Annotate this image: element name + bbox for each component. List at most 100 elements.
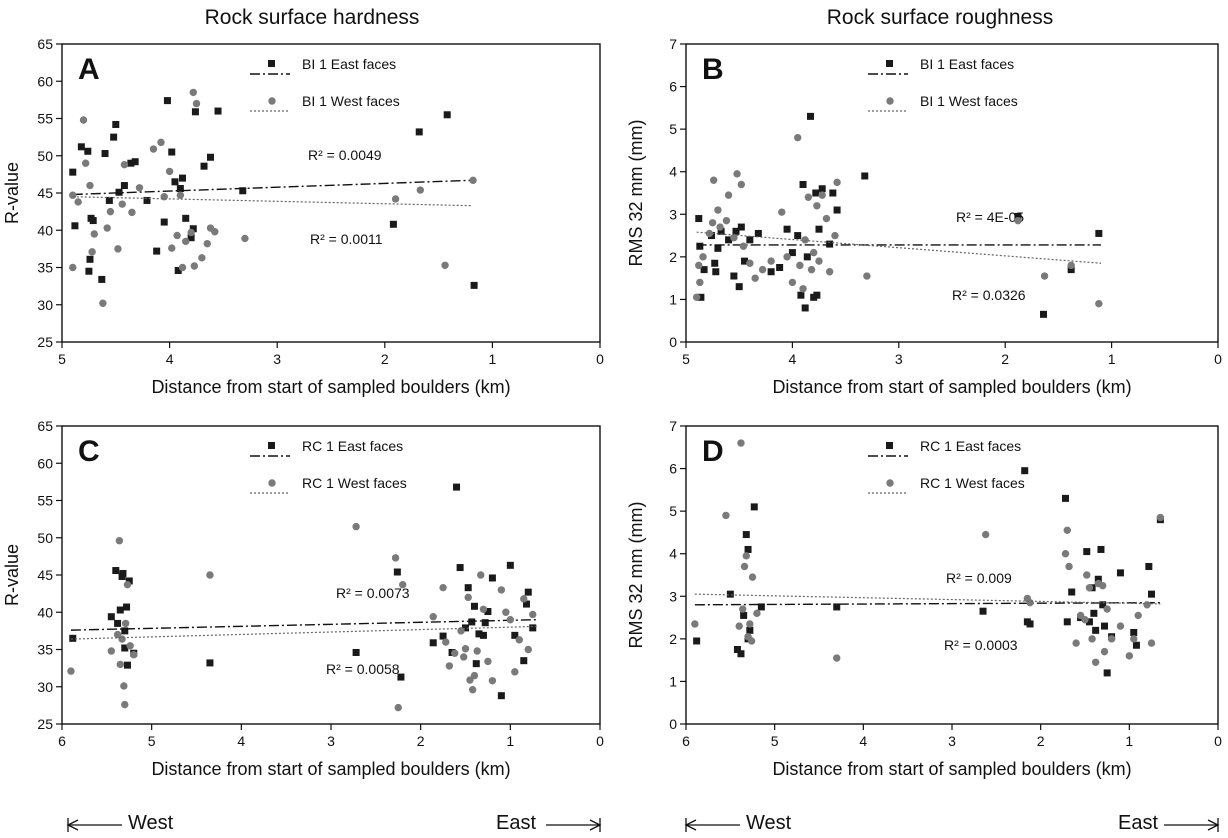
y-tick-label-c: 30 — [37, 679, 53, 695]
y-tick-label-d: 5 — [669, 503, 677, 519]
east-face-point-c — [119, 570, 127, 578]
y-axis-label-b: RMS 32 mm (mm) — [626, 120, 646, 267]
west-face-point-c — [451, 649, 459, 657]
east-face-point-d — [1148, 590, 1155, 598]
west-face-point-a — [103, 224, 111, 232]
east-trend-line-c — [70, 619, 538, 631]
west-face-point-d — [1063, 526, 1071, 534]
east-face-point-a — [160, 218, 168, 226]
west-face-point-b — [796, 261, 804, 270]
west-face-point-b — [809, 248, 818, 257]
east-face-point-a — [206, 153, 214, 161]
west-face-point-a — [157, 138, 165, 147]
east-face-point-b — [741, 257, 749, 265]
y-tick-label-b: 1 — [669, 291, 677, 307]
west-face-point-a — [441, 261, 449, 269]
east-face-point-d — [1090, 609, 1098, 617]
east-face-point-b — [767, 268, 775, 276]
west-face-point-c — [118, 635, 126, 643]
east-face-point-c — [453, 483, 461, 491]
east-face-point-b — [711, 259, 719, 267]
west-face-point-b — [767, 257, 775, 265]
y-tick-label-c: 40 — [37, 604, 53, 620]
legend-west-label-a: BI 1 West faces — [302, 93, 400, 109]
legend-east-label-d: RC 1 East faces — [920, 438, 1021, 454]
east-face-point-d — [1101, 622, 1109, 630]
west-face-point-b — [709, 176, 718, 184]
east-face-point-a — [239, 187, 247, 195]
x-tick-label-a: 1 — [489, 351, 497, 367]
east-face-point-a — [443, 111, 451, 119]
x-tick-label-b: 3 — [895, 351, 903, 367]
west-face-point-d — [747, 637, 756, 645]
east-face-point-b — [803, 253, 811, 261]
x-tick-label-d: 6 — [682, 733, 690, 749]
west-r2-label-a: R² = 0.0011 — [310, 231, 383, 247]
x-tick-label-d: 3 — [948, 733, 956, 749]
x-tick-label-d: 1 — [1125, 733, 1133, 749]
west-trend-line-a — [72, 196, 471, 207]
west-face-point-a — [168, 244, 176, 252]
west-face-point-a — [192, 99, 201, 108]
east-r2-label-c: R² = 0.0073 — [336, 585, 410, 601]
x-tick-label-c: 1 — [506, 733, 514, 749]
west-face-point-d — [1081, 616, 1089, 624]
x-tick-label-a: 5 — [58, 351, 66, 367]
west-face-point-a — [189, 88, 197, 97]
east-face-point-a — [189, 225, 197, 233]
y-tick-label-c: 65 — [37, 418, 53, 434]
east-face-point-c — [112, 567, 120, 575]
east-label-right: East — [1118, 812, 1159, 834]
west-face-point-c — [515, 636, 523, 644]
west-face-point-b — [699, 253, 707, 261]
east-face-point-c — [393, 568, 401, 576]
x-tick-label-b: 4 — [789, 351, 797, 367]
x-tick-label-d: 4 — [859, 733, 867, 749]
west-face-point-d — [1100, 647, 1109, 656]
west-face-point-c — [506, 616, 515, 624]
east-face-point-b — [794, 232, 802, 240]
east-face-point-c — [352, 648, 360, 656]
west-face-point-b — [818, 191, 826, 199]
west-face-point-c — [394, 703, 402, 712]
west-face-point-d — [737, 439, 745, 447]
y-tick-label-a: 25 — [37, 334, 53, 350]
y-tick-label-d: 0 — [669, 716, 677, 732]
west-face-point-b — [807, 265, 816, 274]
west-face-point-c — [206, 571, 214, 579]
east-face-point-d — [1085, 618, 1093, 626]
west-face-point-b — [714, 206, 722, 214]
west-face-point-b — [825, 268, 834, 276]
plot-frame-a — [61, 43, 601, 343]
east-face-point-b — [829, 189, 837, 197]
east-face-point-d — [833, 603, 841, 611]
east-face-point-b — [818, 185, 826, 193]
east-face-point-d — [1061, 494, 1069, 502]
east-face-point-c — [464, 584, 472, 592]
east-face-point-b — [783, 225, 791, 233]
legend-west-marker-d — [886, 479, 894, 487]
west-face-point-b — [1040, 272, 1049, 280]
x-tick-label-c: 3 — [327, 733, 335, 749]
west-face-point-d — [1103, 605, 1111, 613]
panel-letter-d: D — [702, 435, 724, 468]
y-tick-label-b: 7 — [669, 36, 677, 52]
legend-west-marker-b — [886, 97, 894, 105]
y-tick-label-b: 2 — [669, 249, 677, 265]
west-face-point-d — [691, 620, 699, 628]
x-tick-label-c: 6 — [58, 733, 66, 749]
east-face-point-c — [479, 631, 487, 639]
west-face-point-c — [473, 647, 481, 655]
west-face-point-a — [99, 299, 107, 307]
west-face-point-d — [833, 654, 841, 662]
east-face-point-b — [833, 206, 841, 214]
y-tick-label-c: 55 — [37, 493, 53, 509]
y-tick-label-d: 1 — [669, 673, 677, 689]
east-face-point-a — [187, 234, 195, 242]
legend-east-label-b: BI 1 East faces — [920, 56, 1014, 72]
east-face-point-b — [815, 225, 823, 233]
direction-arrow-right — [684, 818, 1220, 832]
chart-panel-b: 0 1 2 3 4 5 6 7 5 4 3 2 1 0 Distance from start of sam… — [626, 36, 1222, 397]
east-face-point-b — [806, 112, 814, 120]
